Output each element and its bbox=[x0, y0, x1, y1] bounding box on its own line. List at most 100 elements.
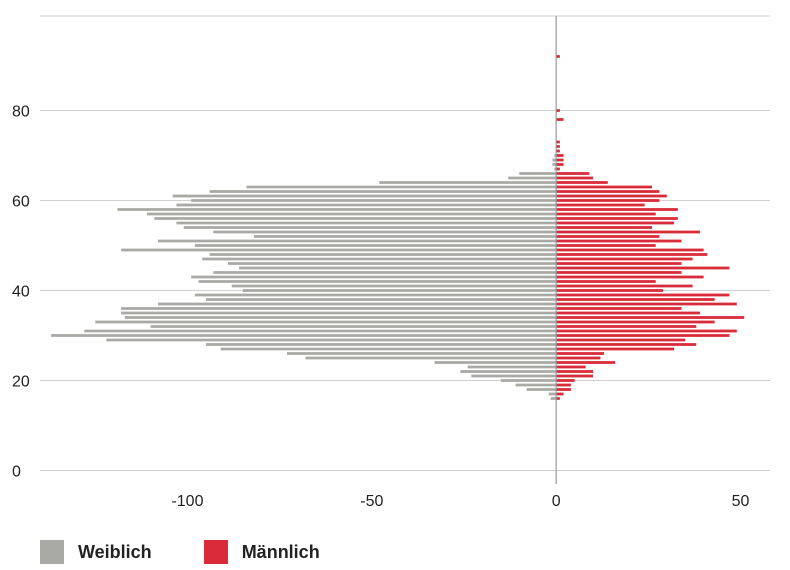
bar-mnnlich-age-39 bbox=[556, 293, 730, 297]
bar-mnnlich-age-27 bbox=[556, 347, 675, 351]
bar-mnnlich-age-55 bbox=[556, 221, 675, 225]
bar-mnnlich-age-44 bbox=[556, 271, 682, 274]
bar-weiblich-age-44 bbox=[213, 271, 557, 274]
legend-swatch-weiblich bbox=[40, 540, 64, 564]
bar-mnnlich-age-73 bbox=[556, 140, 560, 144]
legend: Weiblich Männlich bbox=[40, 540, 372, 564]
y-tick-label: 0 bbox=[12, 464, 21, 481]
bar-mnnlich-age-54 bbox=[556, 226, 653, 229]
bar-mnnlich-age-53 bbox=[556, 230, 700, 234]
bar-mnnlich-age-25 bbox=[556, 356, 601, 360]
bar-mnnlich-age-35 bbox=[556, 311, 700, 315]
bar-weiblich-age-67 bbox=[554, 167, 557, 171]
bar-mnnlich-age-34 bbox=[556, 316, 745, 319]
bar-weiblich-age-48 bbox=[209, 253, 557, 256]
x-axis-ticks: -100 -50 0 50 bbox=[171, 493, 749, 510]
bar-weiblich-age-21 bbox=[471, 374, 557, 378]
bar-mnnlich-age-42 bbox=[556, 280, 656, 283]
bar-mnnlich-age-29 bbox=[556, 338, 686, 342]
bar-weiblich-age-39 bbox=[194, 293, 557, 297]
bar-mnnlich-age-72 bbox=[556, 145, 560, 148]
bar-mnnlich-age-70 bbox=[556, 154, 564, 157]
legend-swatch-maennlich bbox=[203, 540, 228, 564]
bar-weiblich-age-38 bbox=[205, 298, 557, 301]
bar-weiblich-age-16 bbox=[550, 397, 557, 400]
y-tick-label: 20 bbox=[12, 374, 30, 391]
bar-mnnlich-age-62 bbox=[556, 190, 660, 193]
y-tick-label: 60 bbox=[12, 194, 30, 211]
bar-weiblich-age-58 bbox=[117, 208, 557, 211]
bar-mnnlich-age-69 bbox=[556, 158, 564, 162]
bar-weiblich-age-68 bbox=[552, 163, 557, 166]
bar-weiblich-age-62 bbox=[209, 190, 557, 193]
bar-weiblich-age-29 bbox=[106, 338, 557, 342]
bar-weiblich-age-31 bbox=[84, 329, 557, 333]
bar-mnnlich-age-48 bbox=[556, 253, 708, 256]
bar-mnnlich-age-47 bbox=[556, 257, 693, 261]
bar-weiblich-age-26 bbox=[287, 352, 557, 355]
bar-mnnlich-age-58 bbox=[556, 208, 678, 211]
bar-weiblich-age-18 bbox=[526, 388, 557, 391]
bar-mnnlich-age-23 bbox=[556, 365, 586, 369]
bar-mnnlich-age-66 bbox=[556, 172, 590, 175]
bar-mnnlich-age-32 bbox=[556, 325, 697, 328]
bar-weiblich-age-36 bbox=[121, 307, 557, 310]
bar-mnnlich-age-57 bbox=[556, 212, 656, 216]
bar-weiblich-age-22 bbox=[460, 370, 557, 373]
x-tick-label: 0 bbox=[552, 493, 561, 510]
bar-weiblich-age-61 bbox=[172, 194, 557, 198]
bar-weiblich-age-41 bbox=[231, 284, 557, 288]
bar-weiblich-age-23 bbox=[467, 365, 557, 369]
bar-mnnlich-age-67 bbox=[556, 167, 560, 171]
x-tick-label: -50 bbox=[360, 493, 383, 510]
bar-mnnlich-age-20 bbox=[556, 379, 575, 382]
bar-mnnlich-age-45 bbox=[556, 266, 730, 270]
bar-weiblich-age-66 bbox=[519, 172, 557, 175]
bar-weiblich-age-69 bbox=[552, 158, 557, 162]
legend-item-maennlich: Männlich bbox=[203, 540, 320, 564]
bar-weiblich-age-28 bbox=[205, 343, 557, 346]
bar-weiblich-age-24 bbox=[434, 361, 557, 364]
bar-weiblich-age-53 bbox=[213, 230, 557, 234]
bar-mnnlich-age-80 bbox=[556, 109, 560, 112]
bar-weiblich-age-59 bbox=[176, 203, 557, 207]
bar-weiblich-age-32 bbox=[150, 325, 557, 328]
bar-weiblich-age-27 bbox=[220, 347, 557, 351]
bar-mnnlich-age-21 bbox=[556, 374, 594, 378]
y-tick-label: 40 bbox=[12, 284, 30, 301]
bar-weiblich-age-40 bbox=[242, 289, 557, 292]
bars bbox=[51, 55, 745, 400]
bar-weiblich-age-56 bbox=[154, 217, 557, 220]
bar-mnnlich-age-78 bbox=[556, 118, 564, 121]
bar-weiblich-age-47 bbox=[202, 257, 557, 261]
y-axis-ticks: 0 20 40 60 80 bbox=[12, 104, 30, 481]
bar-weiblich-age-63 bbox=[246, 185, 557, 189]
bar-mnnlich-age-56 bbox=[556, 217, 678, 220]
bar-mnnlich-age-37 bbox=[556, 302, 737, 306]
bar-mnnlich-age-36 bbox=[556, 307, 682, 310]
legend-label-maennlich: Männlich bbox=[241, 541, 320, 562]
bar-mnnlich-age-40 bbox=[556, 289, 664, 292]
bar-weiblich-age-37 bbox=[157, 302, 557, 306]
bar-mnnlich-age-31 bbox=[556, 329, 737, 333]
bar-weiblich-age-43 bbox=[191, 275, 557, 279]
x-tick-label: 50 bbox=[732, 493, 750, 510]
bar-weiblich-age-64 bbox=[379, 181, 557, 184]
bar-weiblich-age-42 bbox=[198, 280, 557, 283]
bar-weiblich-age-50 bbox=[194, 244, 557, 247]
bar-mnnlich-age-26 bbox=[556, 352, 605, 355]
bar-weiblich-age-30 bbox=[51, 334, 557, 337]
bar-weiblich-age-34 bbox=[124, 316, 557, 319]
legend-item-weiblich: Weiblich bbox=[40, 540, 152, 564]
bar-weiblich-age-35 bbox=[121, 311, 557, 315]
bar-weiblich-age-57 bbox=[146, 212, 557, 216]
bar-mnnlich-age-68 bbox=[556, 163, 564, 166]
bar-mnnlich-age-22 bbox=[556, 370, 594, 373]
bar-mnnlich-age-60 bbox=[556, 199, 660, 202]
bar-weiblich-age-65 bbox=[508, 176, 557, 180]
bar-mnnlich-age-51 bbox=[556, 239, 682, 243]
bar-weiblich-age-25 bbox=[305, 356, 557, 360]
bar-weiblich-age-54 bbox=[183, 226, 557, 229]
bar-mnnlich-age-28 bbox=[556, 343, 697, 346]
